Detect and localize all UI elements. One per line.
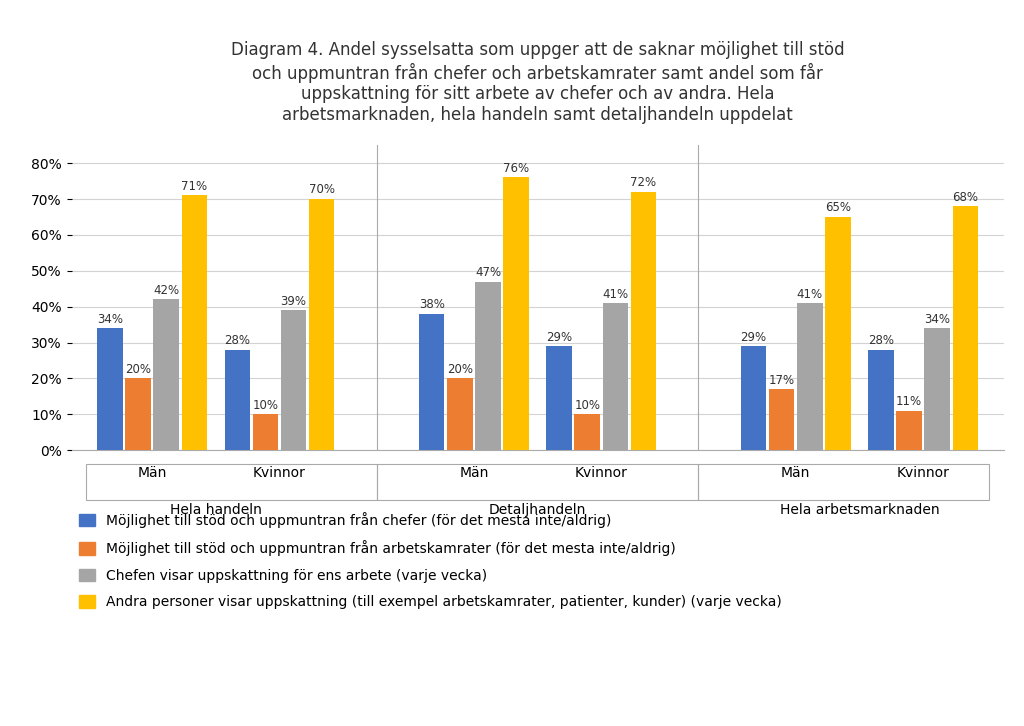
- Text: 65%: 65%: [825, 201, 851, 214]
- Text: 70%: 70%: [308, 184, 335, 197]
- Text: 34%: 34%: [97, 313, 123, 326]
- Bar: [224, 350, 250, 450]
- Bar: [698, 465, 989, 500]
- Text: 72%: 72%: [631, 176, 656, 189]
- Bar: [825, 217, 851, 450]
- Bar: [377, 465, 698, 500]
- Bar: [86, 465, 377, 500]
- Text: 47%: 47%: [475, 266, 501, 279]
- Bar: [154, 299, 179, 450]
- Bar: [769, 389, 795, 450]
- Title: Diagram 4. Andel sysselsatta som uppger att de saknar möjlighet till stöd
och up: Diagram 4. Andel sysselsatta som uppger …: [230, 41, 845, 124]
- Text: 41%: 41%: [602, 287, 629, 301]
- Text: 10%: 10%: [253, 399, 279, 412]
- Text: 38%: 38%: [419, 298, 444, 311]
- Bar: [475, 282, 501, 450]
- Text: 29%: 29%: [740, 330, 767, 343]
- Text: 20%: 20%: [446, 363, 473, 376]
- Text: 34%: 34%: [924, 313, 950, 326]
- Text: Hela handeln: Hela handeln: [170, 503, 262, 517]
- Text: 10%: 10%: [574, 399, 600, 412]
- Bar: [952, 206, 978, 450]
- Legend: Möjlighet till stöd och uppmuntran från chefer (för det mesta inte/aldrig), Möjl: Möjlighet till stöd och uppmuntran från …: [79, 512, 782, 609]
- Bar: [547, 346, 571, 450]
- Text: 28%: 28%: [867, 334, 894, 347]
- Text: Detaljhandeln: Detaljhandeln: [488, 503, 587, 517]
- Bar: [253, 415, 279, 450]
- Text: 28%: 28%: [224, 334, 250, 347]
- Bar: [125, 378, 151, 450]
- Text: Hela arbetsmarknaden: Hela arbetsmarknaden: [779, 503, 939, 517]
- Bar: [868, 350, 894, 450]
- Text: 20%: 20%: [125, 363, 152, 376]
- Bar: [603, 303, 628, 450]
- Bar: [574, 415, 600, 450]
- Text: 39%: 39%: [281, 295, 306, 308]
- Bar: [447, 378, 472, 450]
- Bar: [309, 199, 335, 450]
- Bar: [631, 192, 656, 450]
- Text: 29%: 29%: [546, 330, 572, 343]
- Text: 11%: 11%: [896, 395, 922, 408]
- Text: 17%: 17%: [769, 374, 795, 387]
- Bar: [504, 177, 528, 450]
- Bar: [281, 310, 306, 450]
- Bar: [925, 328, 950, 450]
- Text: 76%: 76%: [503, 162, 529, 175]
- Text: 68%: 68%: [952, 191, 978, 204]
- Text: 42%: 42%: [154, 284, 179, 297]
- Bar: [419, 314, 444, 450]
- Bar: [740, 346, 766, 450]
- Bar: [181, 195, 207, 450]
- Bar: [896, 411, 922, 450]
- Bar: [97, 328, 123, 450]
- Text: 41%: 41%: [797, 287, 823, 301]
- Text: 71%: 71%: [181, 180, 208, 193]
- Bar: [797, 303, 822, 450]
